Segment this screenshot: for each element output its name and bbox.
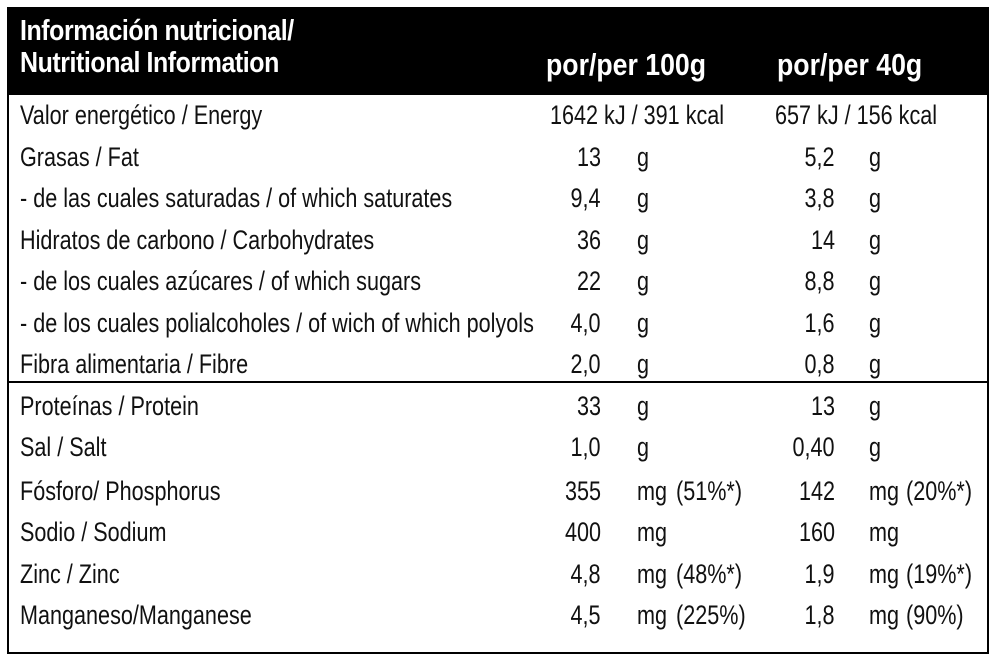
unit-per-40g: g [869, 183, 882, 213]
row-label: Zinc / Zinc [20, 558, 120, 589]
value-per-40g: 142 [798, 475, 835, 506]
unit-per-40g: g [869, 349, 882, 379]
unit-per-100g: g [637, 349, 650, 379]
value-per-40g: 14 [810, 224, 835, 255]
unit-per-100g: g [637, 390, 650, 421]
row-label: - de los cuales polialcoholes / of wich … [20, 307, 534, 338]
value-per-40g: 160 [798, 517, 835, 547]
value-per-40g: 3,8 [804, 183, 835, 213]
value-per-40g: 1,6 [804, 307, 835, 338]
table-row: - de los cuales polialcoholes / of wich … [9, 303, 987, 345]
energy-per-40g: 657 kJ / 156 kcal [775, 100, 938, 130]
row-label: Grasas / Fat [20, 141, 139, 172]
unit-per-100g: g [637, 266, 650, 296]
row-label: Hidratos de carbono / Carbohydrates [20, 224, 375, 255]
table-row: Hidratos de carbono / Carbohydrates 36 g 14… [9, 220, 987, 262]
value-per-100g: 355 [564, 475, 601, 506]
value-per-40g: 1,9 [804, 558, 835, 589]
table-row: Sodio / Sodium 400 mg 160 mg [9, 512, 987, 554]
table-title: Información nutricional/ Nutritional Inf… [20, 15, 467, 79]
unit-per-40g: mg [869, 600, 900, 630]
unit-per-100g: g [637, 224, 650, 255]
value-per-40g: 0,40 [792, 432, 835, 462]
value-per-40g: 0,8 [804, 349, 835, 379]
value-per-100g: 33 [576, 390, 601, 421]
value-per-100g: 13 [576, 141, 601, 172]
value-per-100g: 4,5 [570, 600, 601, 630]
value-per-100g: 22 [576, 266, 601, 296]
row-label: Fósforo/ Phosphorus [20, 475, 221, 506]
percent-per-100g: (51%*) [676, 475, 743, 506]
percent-per-40g: (20%*) [906, 475, 973, 506]
unit-per-40g: mg [869, 517, 900, 547]
row-label: - de las cuales saturadas / of which sat… [20, 183, 453, 213]
unit-per-100g: g [637, 183, 650, 213]
value-per-100g: 4,8 [570, 558, 601, 589]
column-header-per-100g: por/per 100g [546, 47, 707, 82]
unit-per-40g: mg [869, 475, 900, 506]
energy-per-100g: 1642 kJ / 391 kcal [550, 100, 725, 130]
table-row: Sal / Salt 1,0 g 0,40 g [9, 427, 987, 469]
table-body: Valor energético / Energy 1642 kJ / 391 … [9, 95, 987, 637]
unit-per-40g: g [869, 266, 882, 296]
unit-per-100g: g [637, 141, 650, 172]
row-label: Fibra alimentaria / Fibre [20, 349, 249, 379]
table-header: Información nutricional/ Nutritional Inf… [9, 9, 987, 95]
percent-per-40g: (19%*) [906, 558, 973, 589]
unit-per-100g: g [637, 307, 650, 338]
percent-per-100g: (48%*) [676, 558, 743, 589]
value-per-100g: 9,4 [570, 183, 601, 213]
table-row-energy: Valor energético / Energy 1642 kJ / 391 … [9, 95, 987, 137]
table-row: - de las cuales saturadas / of which sat… [9, 178, 987, 220]
value-per-100g: 4,0 [570, 307, 601, 338]
nutrition-table: Información nutricional/ Nutritional Inf… [7, 7, 989, 654]
value-per-100g: 2,0 [570, 349, 601, 379]
unit-per-100g: mg [637, 517, 668, 547]
unit-per-40g: g [869, 432, 882, 462]
value-per-100g: 400 [564, 517, 601, 547]
title-line-english: Nutritional Information [20, 47, 279, 79]
row-label: Proteínas / Protein [20, 390, 199, 421]
row-label: - de los cuales azúcares / of which suga… [20, 266, 421, 296]
unit-per-100g: g [637, 432, 650, 462]
unit-per-40g: g [869, 141, 882, 172]
table-row: Fibra alimentaria / Fibre 2,0 g 0,8 g [9, 344, 987, 386]
value-per-40g: 1,8 [804, 600, 835, 630]
value-per-100g: 1,0 [570, 432, 601, 462]
value-per-40g: 13 [810, 390, 835, 421]
table-row: - de los cuales azúcares / of which suga… [9, 261, 987, 303]
row-label: Sodio / Sodium [20, 517, 167, 547]
column-header-per-40g: por/per 40g [777, 47, 923, 82]
unit-per-100g: mg [637, 475, 668, 506]
value-per-40g: 5,2 [804, 141, 835, 172]
row-label: Manganeso/Manganese [20, 600, 252, 630]
unit-per-100g: mg [637, 600, 668, 630]
table-row: Manganeso/Manganese 4,5 mg (225%) 1,8 mg (90%) [9, 595, 987, 637]
value-per-40g: 8,8 [804, 266, 835, 296]
row-label: Sal / Salt [20, 432, 107, 462]
percent-per-40g: (90%) [906, 600, 964, 630]
table-row: Zinc / Zinc 4,8 mg (48%*) 1,9 mg (19%*) [9, 554, 987, 596]
percent-per-100g: (225%) [676, 600, 746, 630]
table-row: Fósforo/ Phosphorus 355 mg (51%*) 142 mg (20%*… [9, 471, 987, 513]
table-row: Grasas / Fat 13 g 5,2 g [9, 137, 987, 179]
table-row: Proteínas / Protein 33 g 13 g [9, 386, 987, 428]
unit-per-40g: g [869, 224, 882, 255]
unit-per-100g: mg [637, 558, 668, 589]
unit-per-40g: g [869, 307, 882, 338]
value-per-100g: 36 [576, 224, 601, 255]
unit-per-40g: g [869, 390, 882, 421]
section-divider [9, 381, 987, 383]
row-label: Valor energético / Energy [20, 100, 263, 130]
unit-per-40g: mg [869, 558, 900, 589]
title-line-spanish: Información nutricional/ [20, 15, 294, 47]
